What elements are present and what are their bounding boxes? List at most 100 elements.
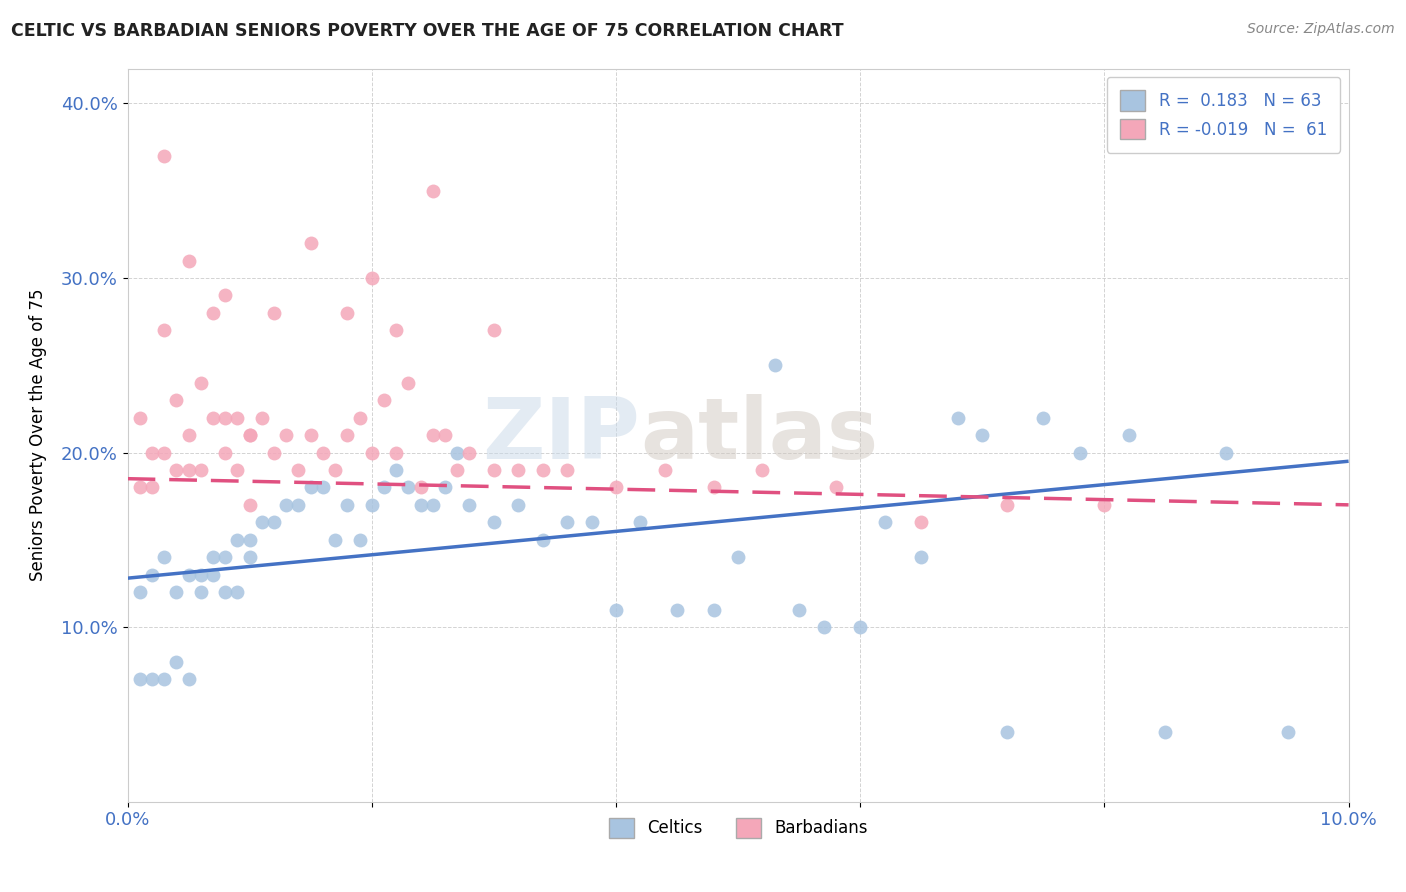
Point [422, 184, 444, 198]
Point [141, 673, 163, 687]
Point [446, 463, 468, 477]
Point [250, 516, 273, 530]
Point [482, 323, 505, 337]
Point [177, 428, 200, 442]
Text: ZIP: ZIP [482, 393, 640, 476]
Point [910, 516, 932, 530]
Point [239, 498, 262, 512]
Point [703, 480, 725, 494]
Point [287, 463, 309, 477]
Point [165, 393, 187, 408]
Point [434, 480, 457, 494]
Point [128, 673, 150, 687]
Point [299, 480, 322, 494]
Point [581, 516, 603, 530]
Point [349, 533, 371, 547]
Point [177, 253, 200, 268]
Point [703, 602, 725, 616]
Point [763, 358, 786, 372]
Point [555, 463, 578, 477]
Point [263, 306, 285, 320]
Point [263, 445, 285, 459]
Point [508, 498, 530, 512]
Point [177, 567, 200, 582]
Point [482, 516, 505, 530]
Point [1154, 724, 1177, 739]
Point [336, 428, 359, 442]
Point [239, 428, 262, 442]
Point [190, 463, 212, 477]
Point [910, 550, 932, 565]
Point [190, 567, 212, 582]
Point [214, 445, 236, 459]
Point [605, 480, 627, 494]
Point [323, 463, 346, 477]
Point [153, 149, 176, 163]
Point [226, 463, 249, 477]
Point [323, 533, 346, 547]
Point [214, 288, 236, 302]
Point [226, 410, 249, 425]
Point [373, 393, 395, 408]
Point [299, 235, 322, 250]
Point [824, 480, 846, 494]
Point [202, 410, 225, 425]
Point [287, 498, 309, 512]
Point [873, 516, 896, 530]
Point [239, 550, 262, 565]
Point [128, 410, 150, 425]
Point [396, 480, 419, 494]
Point [385, 323, 408, 337]
Point [190, 376, 212, 390]
Point [153, 550, 176, 565]
Point [508, 463, 530, 477]
Point [239, 533, 262, 547]
Point [336, 306, 359, 320]
Point [446, 445, 468, 459]
Point [531, 463, 554, 477]
Point [153, 673, 176, 687]
Point [226, 585, 249, 599]
Point [214, 410, 236, 425]
Point [458, 445, 481, 459]
Point [995, 724, 1018, 739]
Point [276, 498, 298, 512]
Point [128, 480, 150, 494]
Point [813, 620, 835, 634]
Point [177, 463, 200, 477]
Point [202, 567, 225, 582]
Point [385, 463, 408, 477]
Point [1277, 724, 1299, 739]
Point [1032, 410, 1054, 425]
Point [177, 673, 200, 687]
Point [555, 516, 578, 530]
Point [531, 533, 554, 547]
Point [263, 516, 285, 530]
Point [1092, 498, 1115, 512]
Point [787, 602, 810, 616]
Point [605, 602, 627, 616]
Point [373, 480, 395, 494]
Point [276, 428, 298, 442]
Point [360, 445, 382, 459]
Point [299, 428, 322, 442]
Point [349, 410, 371, 425]
Point [396, 376, 419, 390]
Point [165, 655, 187, 669]
Point [666, 602, 689, 616]
Text: atlas: atlas [640, 393, 879, 476]
Point [849, 620, 872, 634]
Point [226, 533, 249, 547]
Point [312, 480, 335, 494]
Point [153, 445, 176, 459]
Point [995, 498, 1018, 512]
Point [751, 463, 773, 477]
Text: Source: ZipAtlas.com: Source: ZipAtlas.com [1247, 22, 1395, 37]
Point [202, 306, 225, 320]
Point [385, 445, 408, 459]
Point [972, 428, 994, 442]
Point [360, 498, 382, 512]
Point [727, 550, 749, 565]
Point [190, 585, 212, 599]
Point [360, 271, 382, 285]
